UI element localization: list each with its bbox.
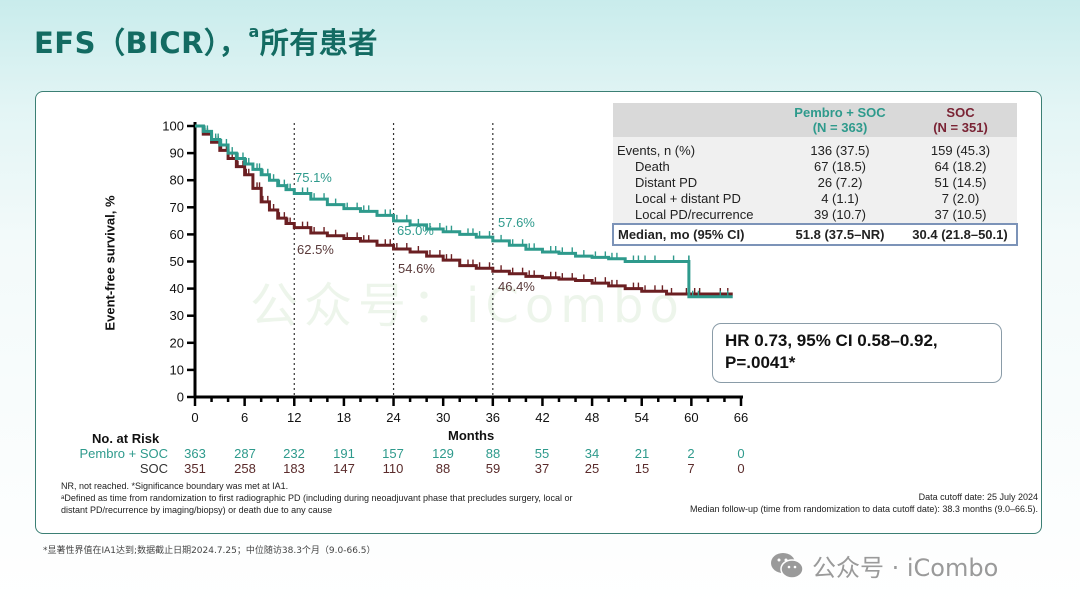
risk-cell: 34 [584, 446, 600, 461]
pembro-curve [195, 124, 733, 299]
y-tick-label: 70 [170, 200, 184, 215]
landmark-pembro-12: 75.1% [295, 170, 332, 185]
footnotes: NR, not reached. *Significance boundary … [61, 481, 573, 515]
risk-label-soc: SOC [139, 461, 168, 476]
x-tick-label: 66 [734, 410, 748, 425]
landmark-pembro-36: 57.6% [498, 215, 535, 230]
y-tick-label: 100 [162, 119, 184, 134]
risk-cell: 21 [634, 446, 650, 461]
hazard-ratio-box: HR 0.73, 95% CI 0.58–0.92, P=.0041* [712, 323, 1002, 383]
risk-cell: 25 [584, 461, 600, 476]
landmark-soc-36: 46.4% [498, 279, 535, 294]
risk-cell: 287 [234, 446, 256, 461]
table-row: Events, n (%) 136 (37.5) 159 (45.3) [613, 143, 1017, 159]
table-row: Distant PD 26 (7.2) 51 (14.5) [613, 175, 1017, 191]
risk-cell: 183 [283, 461, 305, 476]
chinese-footnote: *显著性界值在IA1达到;数据截止日期2024.7.25；中位随访38.3个月（… [43, 546, 376, 556]
landmark-pembro-24: 65.0% [397, 223, 434, 238]
risk-cell: 129 [432, 446, 454, 461]
risk-cell: 110 [382, 461, 404, 476]
risk-cell: 37 [534, 461, 550, 476]
risk-cell: 59 [485, 461, 501, 476]
y-tick-label: 30 [170, 308, 184, 323]
risk-cell: 15 [634, 461, 650, 476]
y-tick-label: 20 [170, 335, 184, 350]
risk-cell: 88 [485, 446, 501, 461]
y-tick-label: 80 [170, 173, 184, 188]
risk-label-pembro: Pembro + SOC [79, 446, 168, 461]
table-row: Local + distant PD 4 (1.1) 7 (2.0) [613, 191, 1017, 207]
table-header-soc: SOC (N = 351) [904, 103, 1017, 137]
risk-cell: 0 [737, 446, 745, 461]
risk-cell: 232 [283, 446, 305, 461]
risk-cell: 0 [737, 461, 745, 476]
table-row-median: Median, mo (95% CI) 51.8 (37.5–NR) 30.4 … [612, 223, 1018, 246]
risk-cell: 258 [234, 461, 256, 476]
risk-table-title: No. at Risk [92, 431, 160, 446]
landmark-soc-12: 62.5% [297, 242, 334, 257]
x-tick-label: 42 [535, 410, 549, 425]
y-tick-label: 60 [170, 227, 184, 242]
table-header-row: Pembro + SOC (N = 363) SOC (N = 351) [613, 103, 1017, 137]
x-tick-label: 12 [287, 410, 301, 425]
risk-cell: 191 [333, 446, 355, 461]
risk-cell: 55 [534, 446, 550, 461]
x-tick-label: 36 [486, 410, 500, 425]
landmark-soc-24: 54.6% [398, 261, 435, 276]
y-tick-label: 10 [170, 362, 184, 377]
y-tick-label: 90 [170, 146, 184, 161]
events-table: Pembro + SOC (N = 363) SOC (N = 351) Event… [612, 103, 1018, 246]
risk-cell: 88 [435, 461, 451, 476]
x-tick-label: 0 [191, 410, 198, 425]
x-tick-label: 48 [585, 410, 599, 425]
risk-cell: 363 [184, 446, 206, 461]
y-axis-label: Event-free survival, % [102, 195, 118, 331]
x-axis-label: Months [448, 428, 495, 443]
table-row: Death 67 (18.5) 64 (18.2) [613, 159, 1017, 175]
data-cutoff-notes: Data cutoff date: 25 July 2024 Median fo… [689, 492, 1038, 514]
page-title: EFS（BICR），a所有患者 [34, 22, 378, 60]
y-tick-label: 40 [170, 281, 184, 296]
table-header-empty [613, 103, 776, 137]
y-tick-label: 0 [177, 390, 184, 405]
y-tick-label: 50 [170, 254, 184, 269]
risk-cell: 2 [687, 446, 695, 461]
table-header-pembro: Pembro + SOC (N = 363) [776, 103, 904, 137]
risk-cell: 7 [687, 461, 695, 476]
x-tick-label: 60 [684, 410, 698, 425]
risk-cell: 351 [184, 461, 206, 476]
soc-curve [195, 124, 733, 296]
wechat-icon [771, 552, 804, 579]
risk-cell: 147 [333, 461, 355, 476]
x-tick-label: 18 [337, 410, 351, 425]
corner-watermark: 公众号 · iCombo [770, 548, 998, 583]
table-row: Local PD/recurrence 39 (10.7) 37 (10.5) [613, 207, 1017, 224]
x-tick-label: 6 [241, 410, 248, 425]
x-tick-label: 24 [386, 410, 400, 425]
x-tick-label: 30 [436, 410, 450, 425]
risk-cell: 157 [382, 446, 404, 461]
x-tick-label: 54 [634, 410, 648, 425]
